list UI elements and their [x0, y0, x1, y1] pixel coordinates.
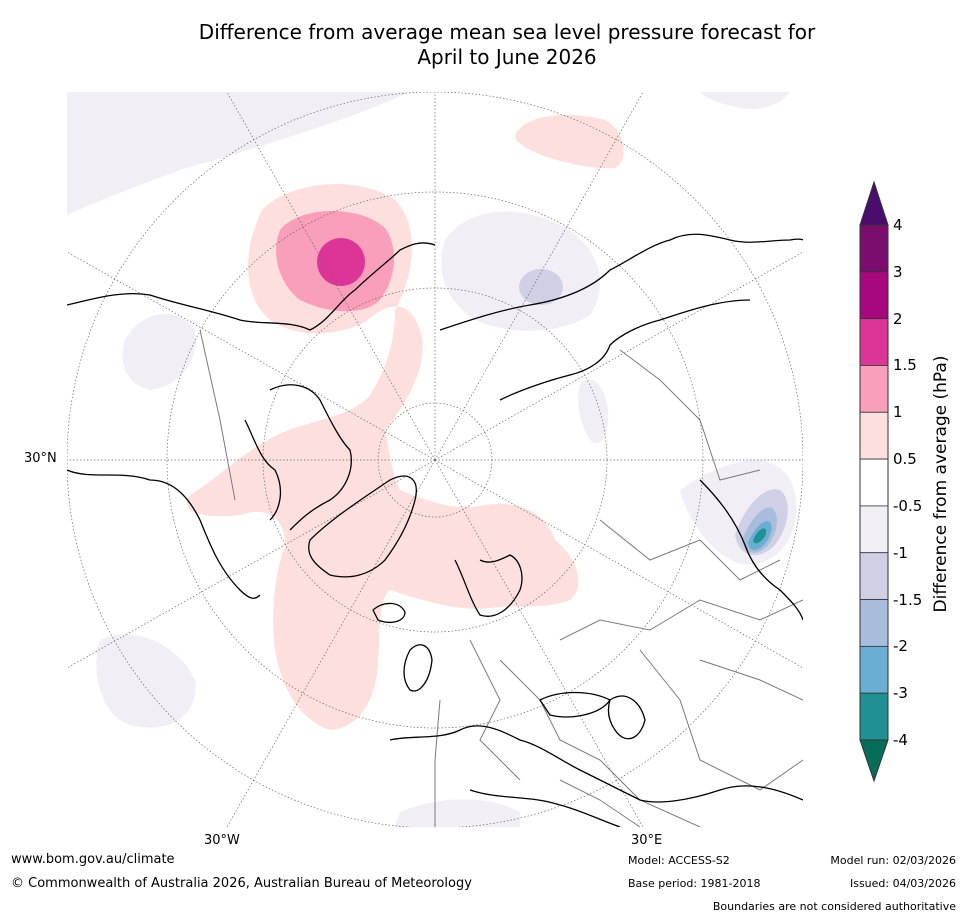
meridian	[434, 251, 803, 461]
colorbar-tick-label: -2	[893, 637, 908, 656]
border-line	[434, 699, 441, 827]
colorbar	[859, 180, 889, 783]
anomaly-region	[441, 211, 600, 331]
anomaly-positive-light	[186, 114, 624, 730]
anomaly-region	[753, 528, 767, 544]
colorbar-band	[859, 458, 889, 507]
coastline-hudson	[244, 419, 282, 521]
colorbar-extend-over	[859, 180, 889, 226]
coastline-eastern-asia	[699, 479, 803, 621]
meridian	[67, 251, 436, 461]
colorbar-band	[859, 505, 889, 554]
border-line	[699, 659, 803, 701]
footer-model: Model: ACCESS-S2	[628, 854, 730, 867]
colorbar-band	[859, 365, 889, 413]
colorbar-tick-label: 4	[893, 216, 903, 234]
coastline-iceland	[372, 602, 406, 623]
border-line	[499, 659, 701, 827]
colorbar-band	[859, 318, 889, 366]
coastline-russia-north	[499, 299, 751, 401]
colorbar-band	[859, 599, 889, 647]
anomaly-negative-strong	[742, 507, 777, 553]
coastline-alaska	[67, 469, 261, 599]
anomaly-region	[519, 269, 563, 305]
colorbar-tick-label: 1.5	[893, 356, 917, 375]
coastline-europe	[389, 725, 803, 803]
title-line-2: April to June 2026	[417, 45, 597, 69]
colorbar-tick-label: -1	[893, 543, 908, 562]
colorbar-band	[859, 411, 889, 460]
footer-issued: Issued: 04/03/2026	[849, 877, 956, 890]
title-line-1: Difference from average mean sea level p…	[198, 20, 816, 44]
lat-circle	[166, 191, 704, 729]
anomaly-region	[122, 313, 196, 390]
lon-label-30e: 30°E	[631, 833, 663, 848]
footer-copyright: © Commonwealth of Australia 2026, Austra…	[11, 876, 472, 891]
anomaly-region	[395, 799, 520, 827]
border-line	[199, 329, 236, 501]
colorbar-axis-title: Difference from average (hPa)	[931, 355, 951, 613]
colorbar-tick-label: -3	[893, 684, 908, 703]
colorbar-tick-label: 3	[893, 262, 903, 281]
meridian	[226, 459, 436, 827]
colorbar-band	[859, 645, 889, 694]
colorbar-tick-label: -1.5	[893, 590, 923, 609]
anomaly-region	[67, 92, 410, 215]
border-line	[619, 349, 761, 481]
colorbar-band	[859, 271, 889, 320]
coastline-black-sea	[539, 691, 611, 718]
border-line	[559, 779, 641, 827]
coastline-canada-archipelago	[269, 384, 352, 531]
footer-base-period: Base period: 1981-2018	[628, 877, 761, 890]
graticule	[67, 92, 803, 827]
colorbar-tick-label: 1	[893, 403, 903, 422]
meridian	[67, 459, 436, 669]
anomaly-region	[700, 92, 790, 110]
coastline-scandinavia	[454, 554, 523, 617]
chart-title: Difference from average mean sea level p…	[0, 20, 965, 70]
colorbar-bands	[859, 224, 889, 741]
country-borders	[199, 329, 803, 827]
colorbar-extend-under	[859, 739, 889, 783]
colorbar-band	[859, 692, 889, 741]
coastline-greenland	[308, 475, 417, 578]
coastline-caspian	[607, 695, 646, 740]
colorbar-tick-label: 2	[893, 309, 903, 328]
meridian	[226, 92, 436, 461]
anomaly-negative-light	[67, 92, 797, 827]
meridian	[434, 459, 803, 669]
anomaly-region-positive-strong	[317, 238, 365, 286]
colorbar-band	[859, 552, 889, 600]
colorbar-band	[859, 224, 889, 273]
anomaly-region	[186, 183, 579, 730]
lon-label-30w: 30°W	[204, 833, 240, 848]
map-panel	[67, 92, 803, 827]
coastline-north-america	[67, 242, 436, 331]
footer-model-run: Model run: 02/03/2026	[830, 854, 956, 867]
colorbar-tick-label: -4	[893, 731, 908, 749]
coastline-siberia	[439, 233, 803, 331]
border-line	[469, 639, 521, 781]
anomaly-region	[578, 379, 609, 444]
footer-disclaimer: Boundaries are not considered authoritat…	[712, 900, 956, 913]
meridian	[434, 92, 644, 461]
border-line	[639, 649, 803, 791]
footer-website[interactable]: www.bom.gov.au/climate	[11, 852, 175, 867]
colorbar-tick-label: 0.5	[893, 450, 917, 469]
border-line	[599, 519, 781, 581]
anomaly-region	[96, 634, 196, 728]
coastlines	[67, 233, 803, 827]
meridian	[434, 459, 644, 827]
colorbar-tick-label: -0.5	[893, 496, 923, 515]
coastline-mediterranean	[469, 789, 621, 827]
border-line	[559, 599, 803, 641]
colorbar-outline	[859, 224, 889, 741]
lat-label-30n: 30°N	[24, 451, 57, 466]
anomaly-region	[515, 114, 624, 169]
coastline-uk	[403, 644, 433, 692]
